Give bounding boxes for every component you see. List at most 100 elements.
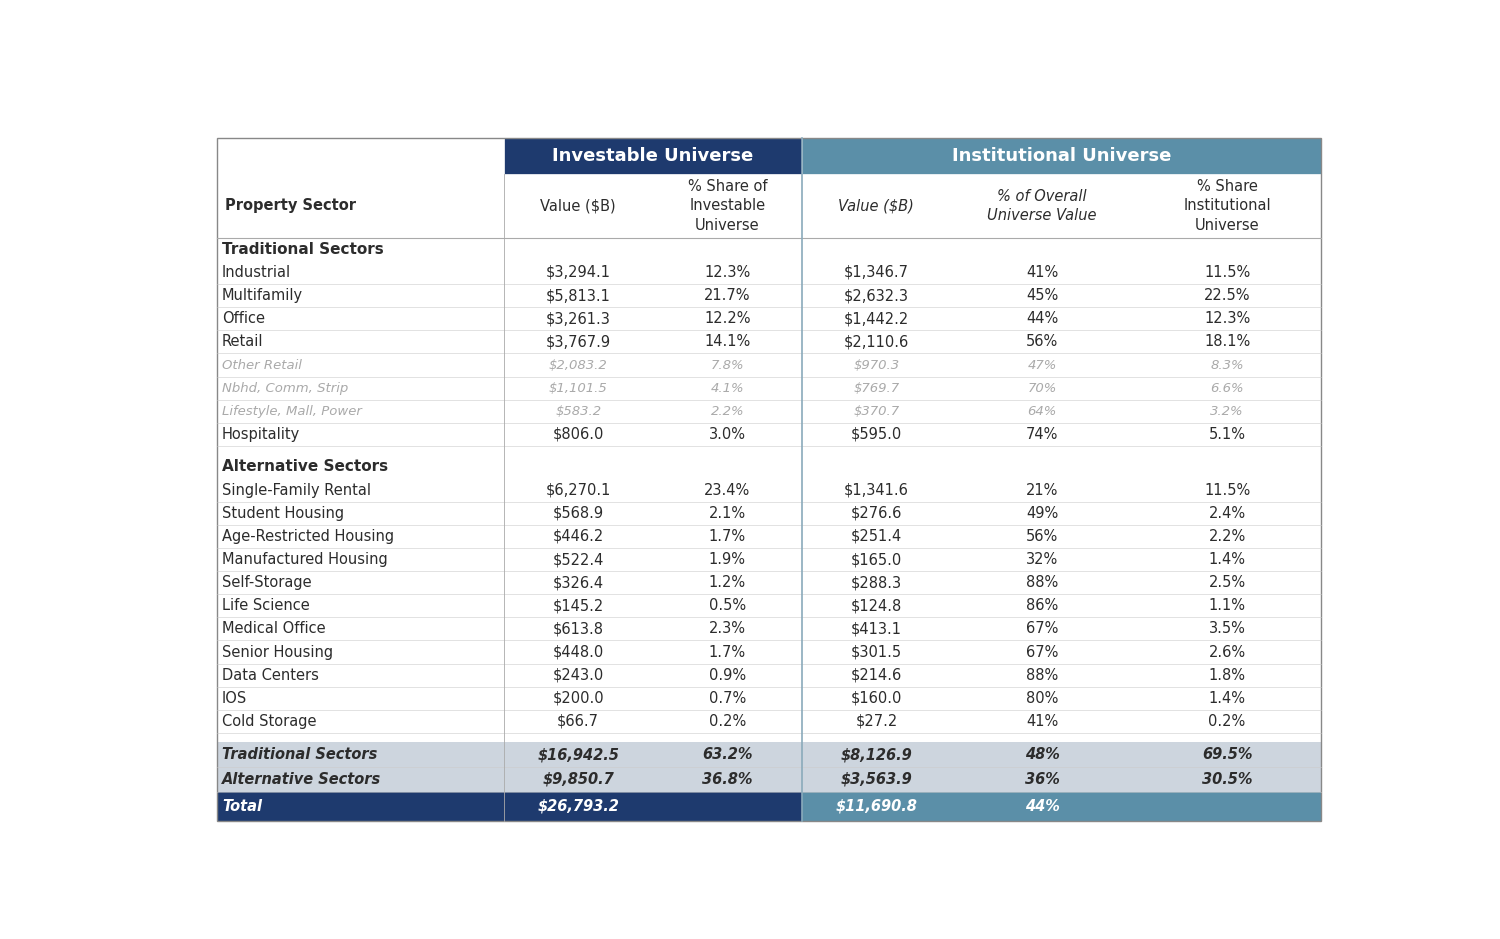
Bar xyxy=(802,138,1322,174)
Text: 49%: 49% xyxy=(1026,506,1057,521)
Text: 1.2%: 1.2% xyxy=(710,576,746,590)
Text: 67%: 67% xyxy=(1026,622,1059,637)
Text: $3,563.9: $3,563.9 xyxy=(840,772,912,787)
Text: Multifamily: Multifamily xyxy=(222,288,303,303)
Text: Senior Housing: Senior Housing xyxy=(222,644,333,659)
Text: 12.3%: 12.3% xyxy=(704,265,750,280)
Text: Student Housing: Student Housing xyxy=(222,506,344,521)
Text: 6.6%: 6.6% xyxy=(1210,381,1243,394)
Text: Other Retail: Other Retail xyxy=(222,359,302,372)
Text: $27.2: $27.2 xyxy=(855,714,897,729)
Text: % Share of
Investable
Universe: % Share of Investable Universe xyxy=(687,178,766,233)
Bar xyxy=(216,743,1322,767)
Text: 0.5%: 0.5% xyxy=(710,598,746,613)
Text: $3,767.9: $3,767.9 xyxy=(546,334,610,349)
Text: 0.2%: 0.2% xyxy=(708,714,746,729)
Text: 88%: 88% xyxy=(1026,576,1057,590)
Text: Alternative Sectors: Alternative Sectors xyxy=(222,459,388,474)
Text: 7.8%: 7.8% xyxy=(711,359,744,372)
Text: $446.2: $446.2 xyxy=(552,529,604,544)
Text: $16,942.5: $16,942.5 xyxy=(537,747,620,762)
Text: 0.2%: 0.2% xyxy=(1209,714,1245,729)
Text: 74%: 74% xyxy=(1026,427,1059,442)
Text: $288.3: $288.3 xyxy=(850,576,901,590)
Bar xyxy=(216,138,504,174)
Text: Value ($B): Value ($B) xyxy=(540,198,616,213)
Text: 0.7%: 0.7% xyxy=(708,691,746,706)
Text: $124.8: $124.8 xyxy=(850,598,901,613)
Text: 2.3%: 2.3% xyxy=(710,622,746,637)
Text: 4.1%: 4.1% xyxy=(711,381,744,394)
Text: Office: Office xyxy=(222,311,266,326)
Text: 3.0%: 3.0% xyxy=(710,427,746,442)
Text: Nbhd, Comm, Strip: Nbhd, Comm, Strip xyxy=(222,381,348,394)
Text: $11,690.8: $11,690.8 xyxy=(836,798,918,813)
Text: $251.4: $251.4 xyxy=(850,529,901,544)
Text: 63.2%: 63.2% xyxy=(702,747,753,762)
Text: $214.6: $214.6 xyxy=(850,668,901,683)
Text: $2,632.3: $2,632.3 xyxy=(844,288,909,303)
Text: $2,083.2: $2,083.2 xyxy=(549,359,608,372)
Text: Alternative Sectors: Alternative Sectors xyxy=(222,772,381,787)
Text: $413.1: $413.1 xyxy=(850,622,901,637)
Text: 41%: 41% xyxy=(1026,265,1057,280)
Text: $165.0: $165.0 xyxy=(850,552,901,567)
Text: $243.0: $243.0 xyxy=(552,668,604,683)
Text: 30.5%: 30.5% xyxy=(1202,772,1252,787)
Text: 36.8%: 36.8% xyxy=(702,772,753,787)
Text: Lifestyle, Mall, Power: Lifestyle, Mall, Power xyxy=(222,405,362,418)
Text: $370.7: $370.7 xyxy=(853,405,900,418)
Text: 2.4%: 2.4% xyxy=(1209,506,1245,521)
Text: 67%: 67% xyxy=(1026,644,1059,659)
Bar xyxy=(504,138,802,174)
Text: $522.4: $522.4 xyxy=(552,552,604,567)
Text: $595.0: $595.0 xyxy=(850,427,901,442)
Text: $1,346.7: $1,346.7 xyxy=(844,265,909,280)
Text: $8,126.9: $8,126.9 xyxy=(840,747,912,762)
Text: $1,341.6: $1,341.6 xyxy=(844,483,909,498)
Text: 41%: 41% xyxy=(1026,714,1057,729)
Text: 86%: 86% xyxy=(1026,598,1057,613)
Text: 22.5%: 22.5% xyxy=(1204,288,1251,303)
Text: $2,110.6: $2,110.6 xyxy=(844,334,909,349)
Text: 44%: 44% xyxy=(1026,311,1057,326)
Text: Investable Universe: Investable Universe xyxy=(552,147,753,165)
Text: $5,813.1: $5,813.1 xyxy=(546,288,610,303)
Text: 18.1%: 18.1% xyxy=(1204,334,1249,349)
Text: Property Sector: Property Sector xyxy=(225,198,357,213)
Text: 47%: 47% xyxy=(1028,359,1057,372)
Text: Data Centers: Data Centers xyxy=(222,668,320,683)
Text: 44%: 44% xyxy=(1024,798,1059,813)
Text: $568.9: $568.9 xyxy=(552,506,604,521)
Text: $3,294.1: $3,294.1 xyxy=(546,265,610,280)
Text: Industrial: Industrial xyxy=(222,265,291,280)
Text: Total: Total xyxy=(222,798,262,813)
Text: Single-Family Rental: Single-Family Rental xyxy=(222,483,370,498)
Text: 12.2%: 12.2% xyxy=(704,311,750,326)
Text: $806.0: $806.0 xyxy=(552,427,604,442)
Text: $6,270.1: $6,270.1 xyxy=(546,483,610,498)
Text: % of Overall
Universe Value: % of Overall Universe Value xyxy=(987,189,1096,223)
Text: $613.8: $613.8 xyxy=(552,622,603,637)
Bar xyxy=(216,767,1322,792)
Text: 2.1%: 2.1% xyxy=(710,506,746,521)
Text: 0.9%: 0.9% xyxy=(710,668,746,683)
Text: Traditional Sectors: Traditional Sectors xyxy=(222,747,378,762)
Text: Value ($B): Value ($B) xyxy=(839,198,915,213)
Text: Institutional Universe: Institutional Universe xyxy=(951,147,1172,165)
Text: 1.1%: 1.1% xyxy=(1209,598,1245,613)
Text: 14.1%: 14.1% xyxy=(704,334,750,349)
Text: 23.4%: 23.4% xyxy=(704,483,750,498)
Text: 5.1%: 5.1% xyxy=(1209,427,1245,442)
Bar xyxy=(216,792,802,821)
Text: $301.5: $301.5 xyxy=(850,644,901,659)
Text: 69.5%: 69.5% xyxy=(1202,747,1252,762)
Text: 56%: 56% xyxy=(1026,529,1057,544)
Text: $3,261.3: $3,261.3 xyxy=(546,311,610,326)
Text: Self-Storage: Self-Storage xyxy=(222,576,312,590)
Text: 48%: 48% xyxy=(1024,747,1059,762)
Text: Medical Office: Medical Office xyxy=(222,622,326,637)
Text: 8.3%: 8.3% xyxy=(1210,359,1243,372)
Text: $26,793.2: $26,793.2 xyxy=(537,798,620,813)
Text: 56%: 56% xyxy=(1026,334,1057,349)
